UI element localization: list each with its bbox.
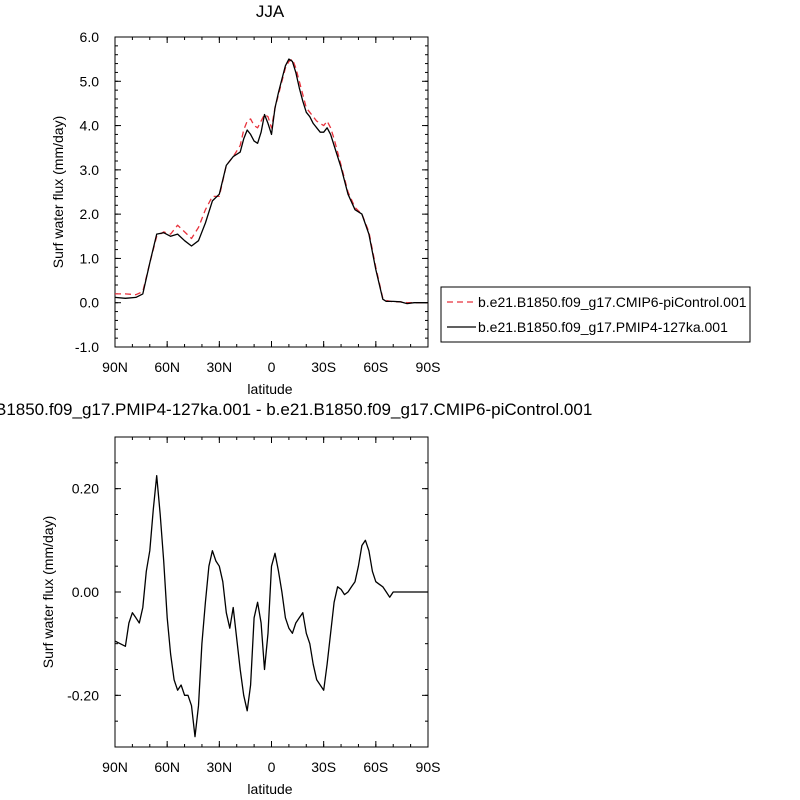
top-y-tick-label: 0.0 [80, 295, 100, 311]
top-chart: JJA 90N 60N 30N 0 30S 60S 90S -1.0 0.0 1.0 2.0 3.0 4… [50, 2, 751, 397]
bottom-chart-title: b.e21.B1850.f09_g17.PMIP4-127ka.001 - b.… [0, 400, 592, 419]
bottom-series-lines [114, 475, 428, 738]
top-y-tick-label: 1.0 [80, 250, 100, 266]
top-x-axis-label: latitude [247, 381, 292, 397]
top-x-tick-label: 60N [154, 359, 180, 375]
bottom-plot-frame [114, 436, 429, 748]
top-x-tick-label: 0 [268, 359, 276, 375]
top-x-tick-label: 30N [206, 359, 232, 375]
bottom-x-tick-label: 0 [268, 759, 276, 775]
legend-label-127ka: b.e21.B1850.f09_g17.PMIP4-127ka.001 [478, 319, 728, 335]
bottom-y-tick-label: -0.20 [67, 687, 99, 703]
top-series-lines [114, 58, 428, 305]
legend: b.e21.B1850.f09_g17.CMIP6-piControl.001 … [440, 286, 751, 343]
top-x-tick-label: 90S [416, 359, 441, 375]
bottom-y-tick-label: 0.20 [72, 481, 99, 497]
top-chart-title: JJA [256, 2, 285, 21]
top-series-line-0 [115, 58, 428, 304]
top-x-tick-label: 60S [363, 359, 388, 375]
legend-label-picontrol: b.e21.B1850.f09_g17.CMIP6-piControl.001 [478, 294, 747, 310]
top-y-tick-label: 6.0 [80, 29, 100, 45]
top-axis-ticks: 90N 60N 30N 0 30S 60S 90S -1.0 0.0 1.0 2.0 3.0 4.0 5.… [75, 29, 441, 375]
bottom-y-axis-label: Surf water flux (mm/day) [40, 516, 56, 668]
top-y-tick-label: 5.0 [80, 73, 100, 89]
bottom-x-axis-label: latitude [247, 781, 292, 797]
bottom-x-tick-label: 30N [206, 759, 232, 775]
bottom-x-tick-label: 60S [363, 759, 388, 775]
top-y-tick-label: -1.0 [75, 339, 99, 355]
top-x-tick-label: 90N [102, 359, 128, 375]
bottom-series-line-0 [114, 475, 428, 738]
top-y-tick-label: 4.0 [80, 118, 100, 134]
bottom-y-tick-label: 0.00 [72, 584, 99, 600]
top-x-tick-label: 30S [311, 359, 336, 375]
bottom-axis-ticks: 90N 60N 30N 0 30S 60S 90S -0.20 0.00 0.20 [67, 436, 441, 775]
bottom-x-tick-label: 90N [102, 759, 128, 775]
bottom-chart: b.e21.B1850.f09_g17.PMIP4-127ka.001 - b.… [0, 400, 592, 797]
top-y-axis-label: Surf water flux (mm/day) [50, 116, 66, 268]
top-y-tick-label: 2.0 [80, 206, 100, 222]
top-series-line-1 [114, 58, 428, 305]
top-y-tick-label: 3.0 [80, 162, 100, 178]
bottom-x-tick-label: 30S [311, 759, 336, 775]
legend-box [440, 286, 751, 343]
top-plot-frame [114, 36, 429, 348]
bottom-x-tick-label: 90S [416, 759, 441, 775]
bottom-x-tick-label: 60N [154, 759, 180, 775]
